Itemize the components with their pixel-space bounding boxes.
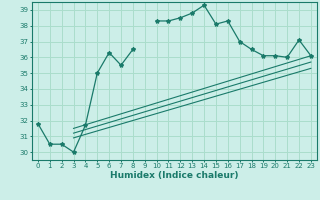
- X-axis label: Humidex (Indice chaleur): Humidex (Indice chaleur): [110, 171, 239, 180]
